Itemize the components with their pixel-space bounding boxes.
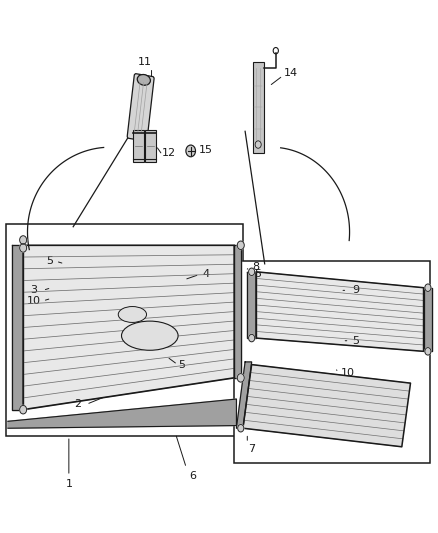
Polygon shape	[424, 288, 432, 351]
Bar	[145, 130, 156, 162]
Text: 4: 4	[202, 270, 209, 279]
Bar	[253, 62, 264, 152]
Text: 2: 2	[74, 399, 81, 409]
Ellipse shape	[121, 321, 178, 350]
Circle shape	[249, 268, 254, 276]
Text: 6: 6	[189, 471, 196, 481]
Circle shape	[237, 374, 244, 382]
Circle shape	[249, 334, 254, 342]
Bar	[234, 261, 430, 463]
Text: 10: 10	[340, 368, 354, 377]
Bar	[6, 224, 243, 436]
Polygon shape	[247, 272, 256, 338]
Polygon shape	[8, 399, 237, 428]
Text: 8: 8	[252, 262, 260, 271]
FancyBboxPatch shape	[127, 74, 154, 141]
Ellipse shape	[137, 75, 150, 85]
Text: 9: 9	[353, 285, 360, 295]
Circle shape	[238, 424, 244, 432]
Text: 5: 5	[46, 256, 53, 266]
Circle shape	[20, 236, 27, 244]
Circle shape	[186, 145, 195, 157]
Bar	[133, 130, 144, 162]
Text: 3: 3	[31, 285, 38, 295]
Circle shape	[20, 244, 27, 252]
Polygon shape	[237, 362, 252, 428]
Text: 15: 15	[199, 145, 213, 155]
Polygon shape	[256, 272, 424, 351]
Text: 14: 14	[284, 68, 298, 78]
Polygon shape	[243, 365, 410, 447]
Text: 12: 12	[162, 148, 176, 158]
Text: 1: 1	[65, 479, 72, 489]
Polygon shape	[234, 245, 241, 378]
Circle shape	[425, 348, 431, 355]
Polygon shape	[12, 245, 23, 410]
Circle shape	[425, 284, 431, 292]
Text: 7: 7	[248, 445, 255, 455]
Polygon shape	[23, 245, 234, 410]
Text: 5: 5	[353, 336, 360, 346]
Circle shape	[255, 141, 261, 148]
Ellipse shape	[118, 306, 147, 322]
Circle shape	[237, 241, 244, 249]
Text: 10: 10	[27, 296, 41, 306]
Circle shape	[20, 406, 27, 414]
Text: 11: 11	[138, 58, 152, 67]
Text: 5: 5	[254, 270, 261, 279]
Text: 5: 5	[179, 360, 186, 369]
